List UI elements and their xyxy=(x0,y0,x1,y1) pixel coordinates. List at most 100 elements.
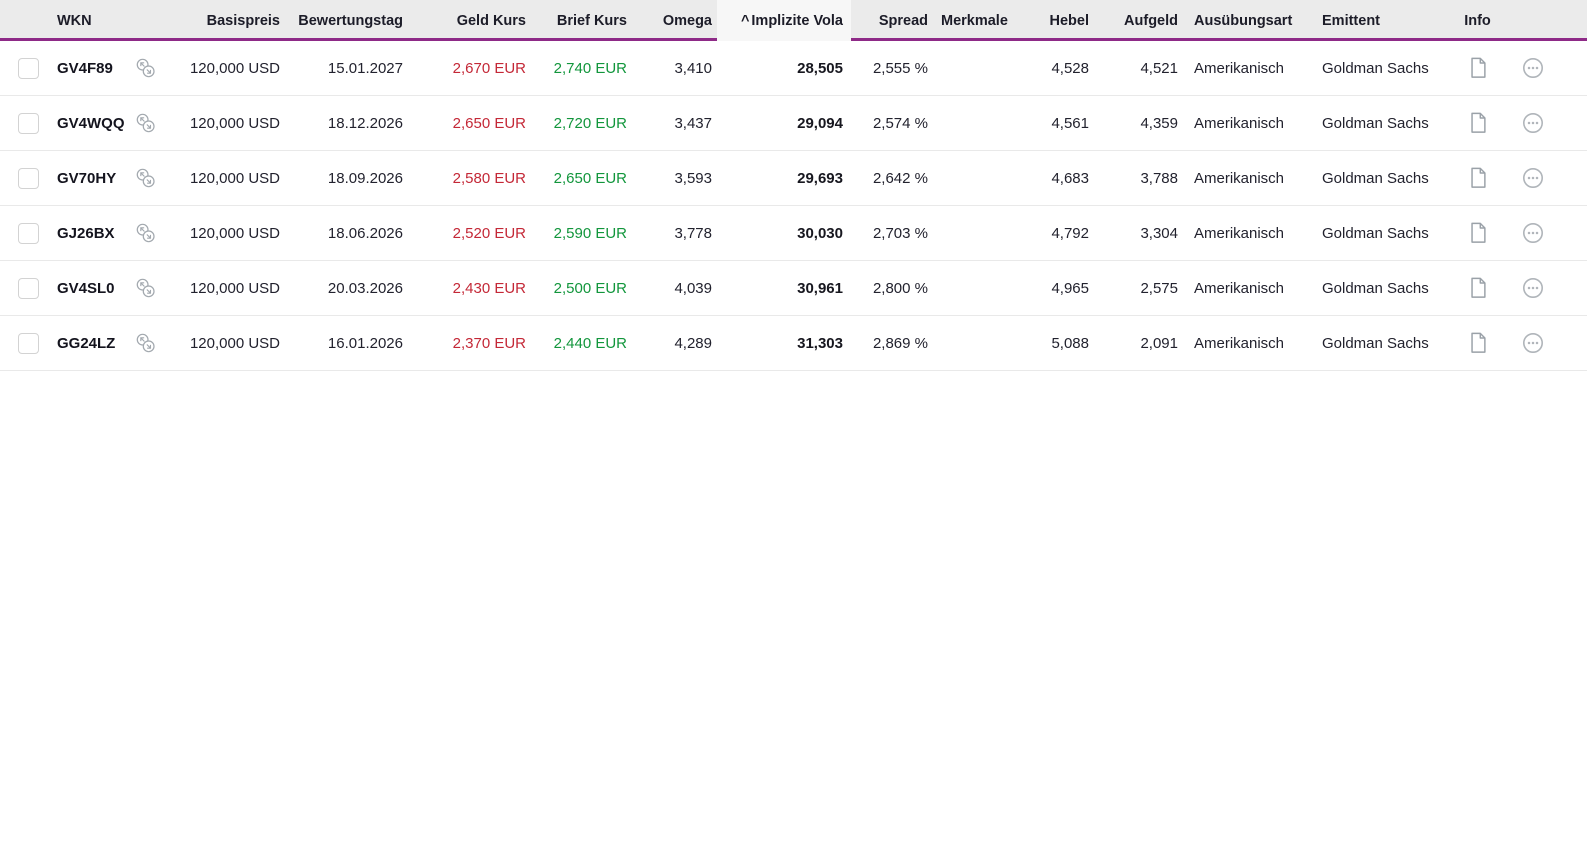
cell-basispreis: 120,000 USD xyxy=(189,279,280,297)
cell-aufgeld: 3,788 xyxy=(1140,169,1178,187)
header-hebel[interactable]: Hebel xyxy=(1049,12,1090,29)
actions-cell xyxy=(1505,206,1560,260)
header-geld-kurs[interactable]: Geld Kurs xyxy=(456,12,526,29)
row-checkbox[interactable] xyxy=(18,222,39,244)
table-header: WKN Basispreis Bewertungstag Geld Kurs B… xyxy=(0,0,1587,41)
cell-bewertungstag: 18.06.2026 xyxy=(327,224,403,242)
cell-aufgeld: 2,091 xyxy=(1140,334,1178,352)
checkbox-cell xyxy=(0,316,48,370)
ellipsis-icon[interactable] xyxy=(1521,166,1545,190)
info-cell xyxy=(1450,41,1505,95)
compare-icon[interactable] xyxy=(135,112,156,134)
cell-ausuebungsart: Amerikanisch xyxy=(1194,169,1285,187)
row-end-spacer xyxy=(1560,261,1587,315)
cell-basispreis: 120,000 USD xyxy=(189,114,280,132)
ellipsis-icon[interactable] xyxy=(1521,331,1545,355)
wkn-link[interactable]: GJ26BX xyxy=(57,224,115,242)
compare-cell xyxy=(135,206,170,260)
document-icon[interactable] xyxy=(1467,56,1489,80)
row-end-spacer xyxy=(1560,151,1587,205)
cell-geld-kurs: 2,370 EUR xyxy=(452,334,526,352)
row-checkbox[interactable] xyxy=(18,112,39,134)
row-end-spacer xyxy=(1560,206,1587,260)
compare-icon[interactable] xyxy=(135,332,156,354)
cell-geld-kurs: 2,580 EUR xyxy=(452,169,526,187)
header-ausuebungsart[interactable]: Ausübungsart xyxy=(1194,12,1293,29)
wkn-link[interactable]: GV4F89 xyxy=(57,59,113,77)
header-spread[interactable]: Spread xyxy=(878,12,928,29)
cell-implizite-vola: 29,094 xyxy=(797,114,843,132)
cell-emittent: Goldman Sachs xyxy=(1322,224,1429,242)
compare-icon[interactable] xyxy=(135,57,156,79)
document-icon[interactable] xyxy=(1467,166,1489,190)
compare-icon[interactable] xyxy=(135,277,156,299)
document-icon[interactable] xyxy=(1467,276,1489,300)
compare-cell xyxy=(135,261,170,315)
cell-emittent: Goldman Sachs xyxy=(1322,334,1429,352)
header-emittent[interactable]: Emittent xyxy=(1322,12,1380,29)
cell-ausuebungsart: Amerikanisch xyxy=(1194,114,1285,132)
ellipsis-icon[interactable] xyxy=(1521,56,1545,80)
header-brief-kurs[interactable]: Brief Kurs xyxy=(556,12,627,29)
header-info[interactable]: Info xyxy=(1464,12,1491,29)
table-row: GV4WQQ 120,000 USD 18.12.2026 2,650 EUR … xyxy=(0,96,1587,151)
cell-emittent: Goldman Sachs xyxy=(1322,59,1429,77)
cell-geld-kurs: 2,670 EUR xyxy=(452,59,526,77)
header-bewertungstag[interactable]: Bewertungstag xyxy=(298,12,403,29)
wkn-link[interactable]: GG24LZ xyxy=(57,334,116,352)
cell-aufgeld: 4,521 xyxy=(1140,59,1178,77)
wkn-link[interactable]: GV4SL0 xyxy=(57,279,115,297)
header-implizite-vola-label: Implizite Vola xyxy=(751,12,843,29)
cell-brief-kurs: 2,650 EUR xyxy=(553,169,627,187)
cell-hebel: 4,683 xyxy=(1051,169,1089,187)
cell-basispreis: 120,000 USD xyxy=(189,224,280,242)
row-checkbox[interactable] xyxy=(18,332,39,354)
cell-implizite-vola: 28,505 xyxy=(797,59,843,77)
document-icon[interactable] xyxy=(1467,331,1489,355)
compare-icon[interactable] xyxy=(135,167,156,189)
cell-emittent: Goldman Sachs xyxy=(1322,169,1429,187)
ellipsis-icon[interactable] xyxy=(1521,276,1545,300)
table-row: GV70HY 120,000 USD 18.09.2026 2,580 EUR … xyxy=(0,151,1587,206)
header-merkmale[interactable]: Merkmale xyxy=(941,12,1008,29)
ellipsis-icon[interactable] xyxy=(1521,221,1545,245)
compare-icon[interactable] xyxy=(135,222,156,244)
cell-ausuebungsart: Amerikanisch xyxy=(1194,279,1285,297)
table-row: GV4F89 120,000 USD 15.01.2027 2,670 EUR … xyxy=(0,41,1587,96)
cell-ausuebungsart: Amerikanisch xyxy=(1194,224,1285,242)
document-icon[interactable] xyxy=(1467,111,1489,135)
header-implizite-vola[interactable]: ^ Implizite Vola xyxy=(717,0,851,41)
cell-spread: 2,869 % xyxy=(872,334,928,352)
cell-merkmale xyxy=(933,96,1015,150)
header-omega[interactable]: Omega xyxy=(662,12,712,29)
cell-emittent: Goldman Sachs xyxy=(1322,279,1429,297)
actions-cell xyxy=(1505,151,1560,205)
header-basispreis[interactable]: Basispreis xyxy=(206,12,280,29)
checkbox-cell xyxy=(0,206,48,260)
header-actions-spacer xyxy=(1505,0,1560,41)
wkn-link[interactable]: GV70HY xyxy=(57,169,117,187)
actions-cell xyxy=(1505,41,1560,95)
header-aufgeld[interactable]: Aufgeld xyxy=(1124,12,1178,29)
info-cell xyxy=(1450,206,1505,260)
wkn-link[interactable]: GV4WQQ xyxy=(57,114,125,132)
row-checkbox[interactable] xyxy=(18,167,39,189)
cell-omega: 3,410 xyxy=(674,59,712,77)
row-checkbox[interactable] xyxy=(18,277,39,299)
actions-cell xyxy=(1505,261,1560,315)
info-cell xyxy=(1450,316,1505,370)
cell-brief-kurs: 2,500 EUR xyxy=(553,279,627,297)
actions-cell xyxy=(1505,316,1560,370)
ellipsis-icon[interactable] xyxy=(1521,111,1545,135)
header-wkn[interactable]: WKN xyxy=(57,12,92,29)
document-icon[interactable] xyxy=(1467,221,1489,245)
cell-hebel: 4,528 xyxy=(1051,59,1089,77)
cell-aufgeld: 2,575 xyxy=(1140,279,1178,297)
cell-implizite-vola: 31,303 xyxy=(797,334,843,352)
row-checkbox[interactable] xyxy=(18,57,39,79)
cell-brief-kurs: 2,590 EUR xyxy=(553,224,627,242)
row-end-spacer xyxy=(1560,41,1587,95)
cell-aufgeld: 3,304 xyxy=(1140,224,1178,242)
cell-basispreis: 120,000 USD xyxy=(189,169,280,187)
